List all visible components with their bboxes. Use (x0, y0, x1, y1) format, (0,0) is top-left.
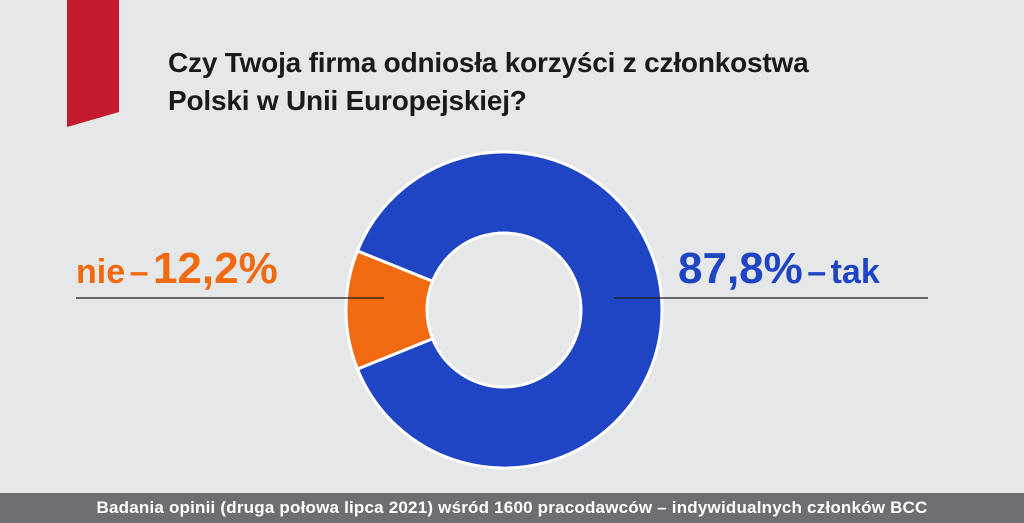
label-nie-value: 12,2% (152, 244, 278, 293)
label-tak-value: 87,8% (678, 244, 803, 293)
red-ribbon-decoration (67, 0, 119, 127)
label-nie-category: nie (76, 253, 126, 291)
footer-source-note: Badania opinii (druga połowa lipca 2021)… (0, 493, 1024, 523)
label-tak-dash: – (807, 253, 827, 291)
label-tak-category: tak (830, 253, 880, 291)
label-tak: 87,8% – tak (678, 244, 880, 294)
chart-title-line-1: Czy Twoja firma odniosła korzyści z czło… (168, 47, 809, 78)
donut-slice-tak (355, 150, 664, 470)
chart-title: Czy Twoja firma odniosła korzyści z czło… (168, 44, 968, 120)
label-nie: nie – 12,2% (76, 244, 278, 294)
label-nie-dash: – (129, 253, 149, 291)
chart-title-line-2: Polski w Unii Europejskiej? (168, 85, 527, 116)
